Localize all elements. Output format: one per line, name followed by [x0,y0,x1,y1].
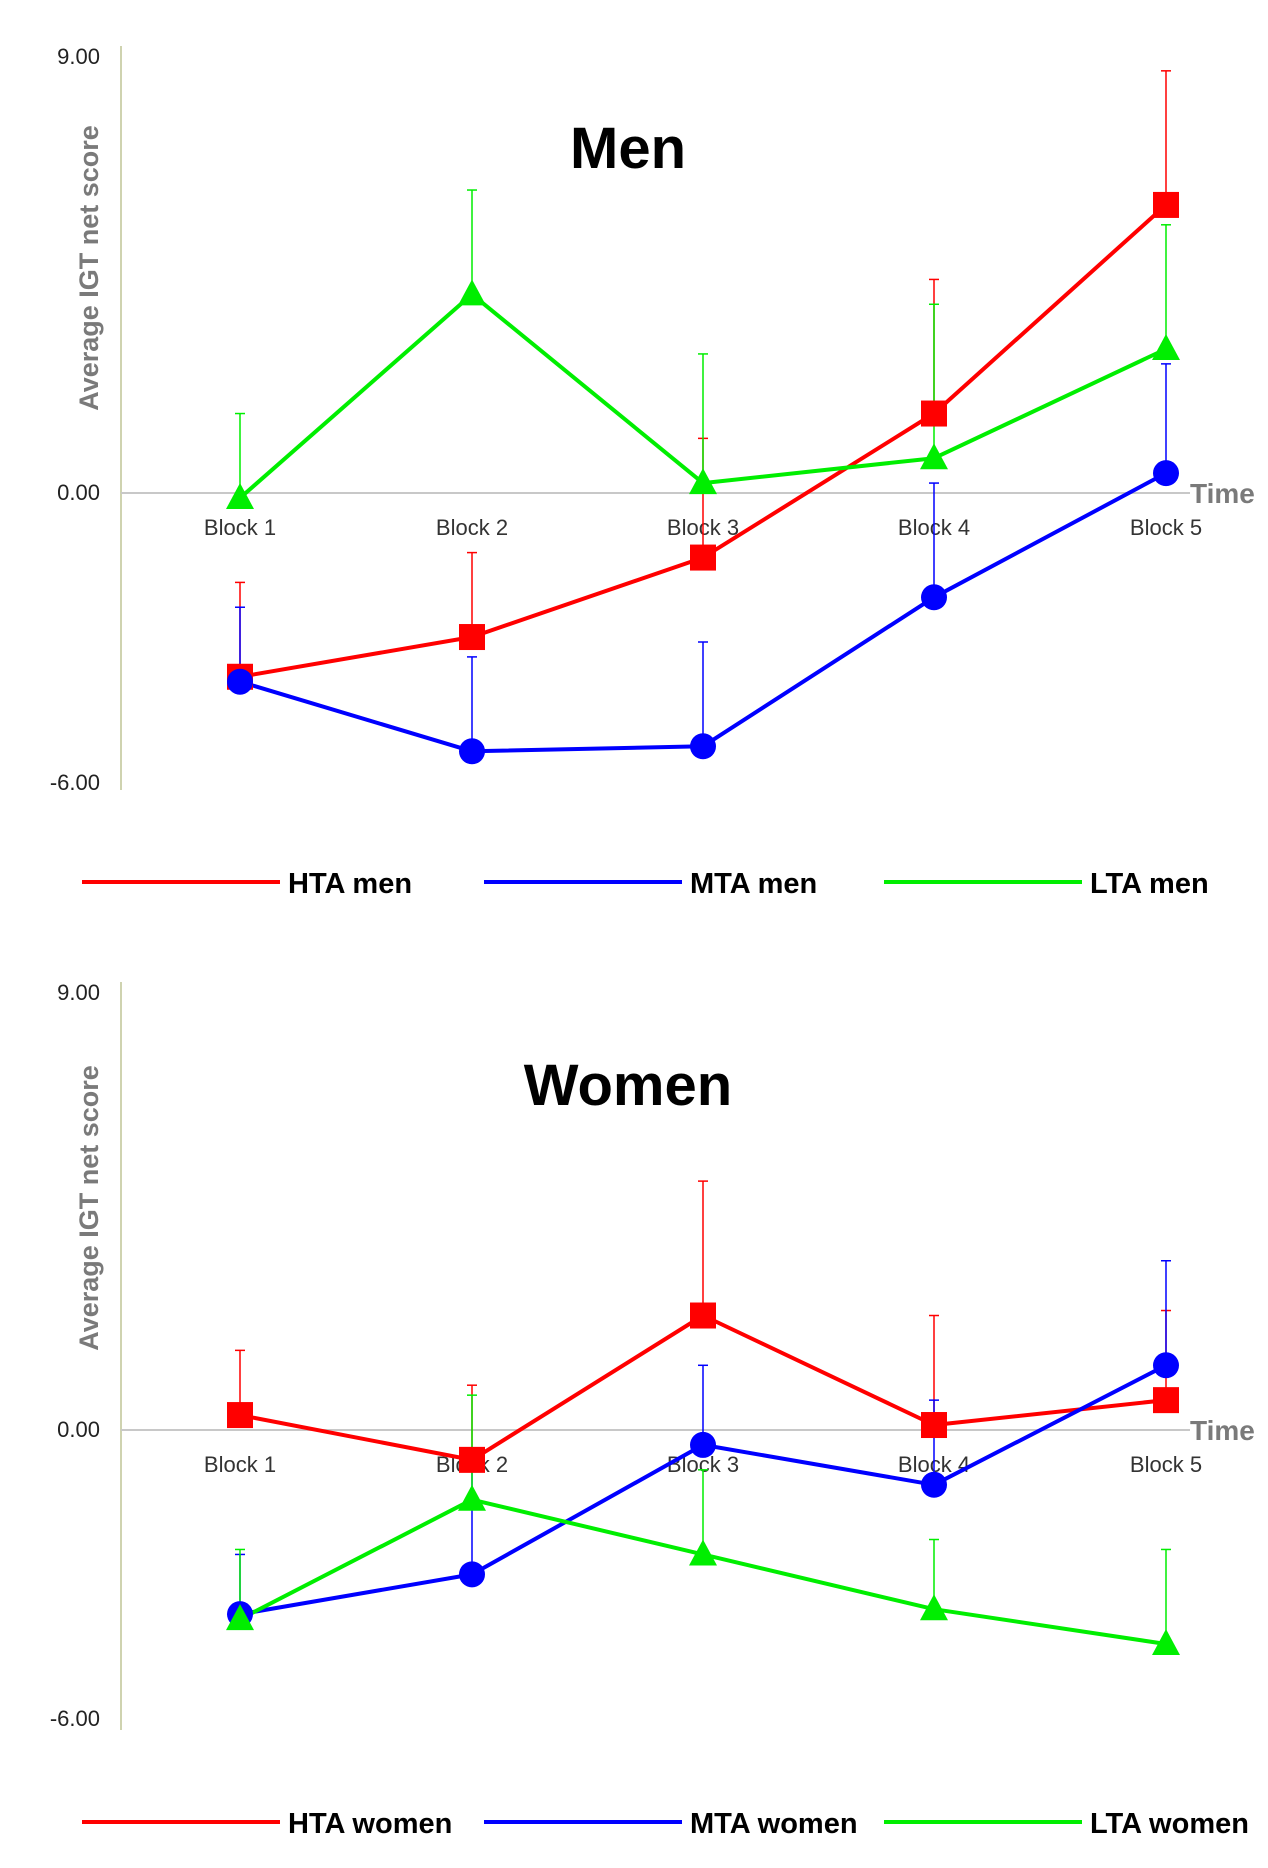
legend: HTA men MTA men LTA men [82,868,1209,900]
data-point-lta [689,1539,717,1566]
data-point-hta [459,1446,485,1473]
legend-label: MTA women [690,1808,858,1840]
data-point-lta [689,468,717,495]
data-point-mta [1153,460,1179,487]
data-point-mta [690,1431,716,1458]
data-point-lta [1152,1629,1180,1656]
data-point-lta [226,1604,254,1631]
data-point-lta [458,1484,486,1511]
data-point-hta [1153,1387,1179,1414]
category-label: Block 2 [436,515,508,540]
legend: HTA women MTA women LTA women [82,1808,1249,1840]
plot-layer [226,1180,1180,1656]
data-point-hta [921,1412,947,1439]
y-tick-label-top: 9.00 [57,44,100,69]
category-label: Block 1 [204,1452,276,1477]
data-point-mta [227,668,253,695]
data-point-hta [690,544,716,571]
y-tick-label-bottom: -6.00 [50,770,100,795]
y-tick-label-bottom: -6.00 [50,1706,100,1731]
legend-label: LTA men [1090,868,1209,900]
x-axis-label: Time [1190,1415,1255,1446]
legend-label: LTA women [1090,1808,1249,1840]
data-point-mta [690,733,716,760]
data-point-hta [1153,191,1179,218]
y-tick-label-top: 9.00 [57,980,100,1005]
y-axis-label: Average IGT net score [74,1065,104,1351]
y-tick-label-zero: 0.00 [57,1417,100,1442]
data-point-lta [920,443,948,470]
panel-men: 9.00 0.00 -6.00 Average IGT net score Me… [50,44,1255,900]
data-point-hta [690,1302,716,1329]
plot-layer [226,70,1180,765]
data-point-mta [459,738,485,765]
category-label: Block 5 [1130,515,1202,540]
y-axis-label: Average IGT net score [74,125,104,411]
data-point-lta [458,279,486,306]
data-point-mta [459,1561,485,1588]
chart-title: Men [570,116,686,181]
legend-label: HTA men [288,868,412,900]
panel-women: 9.00 0.00 -6.00 Average IGT net score Wo… [50,980,1255,1840]
data-point-mta [1153,1352,1179,1379]
data-point-hta [921,400,947,427]
data-point-lta [920,1594,948,1621]
legend-label: MTA men [690,868,817,900]
legend-label: HTA women [288,1808,452,1840]
data-point-lta [226,482,254,509]
x-axis-label: Time [1190,478,1255,509]
data-point-lta [1152,333,1180,360]
chart-title: Women [524,1053,732,1118]
category-label: Block 5 [1130,1452,1202,1477]
data-point-hta [459,624,485,651]
y-tick-label-zero: 0.00 [57,480,100,505]
category-label: Block 1 [204,515,276,540]
data-point-hta [227,1402,253,1429]
data-point-mta [921,1471,947,1498]
data-point-mta [921,584,947,611]
